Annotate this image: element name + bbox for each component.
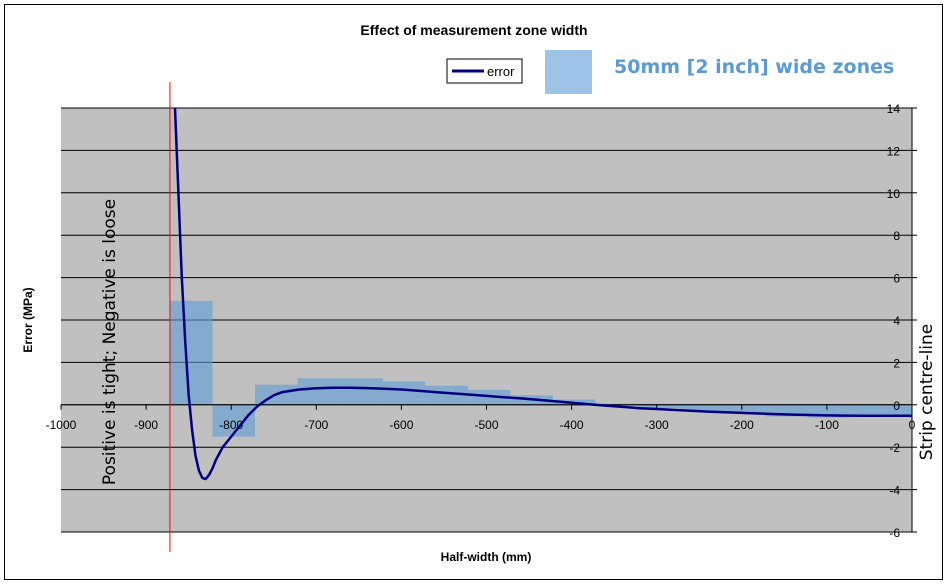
zone-bar-16 [850,404,894,417]
centre-line-note: Strip centre-line [917,324,937,461]
legend: error [446,58,523,84]
zone-bar-7 [467,389,511,405]
x-tick-labels: -1000 -900 -800 -700 -600 -500 -400 -300 -200 -10… [46,418,916,432]
legend-zones-label: 50mm [2 inch] wide zones [614,56,894,78]
zone-bar-1 [212,404,256,437]
x-tick-label--200: -200 [730,418,754,432]
zone-bar-13 [723,404,766,414]
chart-title: Effect of measurement zone width [360,22,587,38]
x-tick-label--100: -100 [815,418,839,432]
sign-convention-note: Positive is tight; Negative is loose [100,199,120,485]
axes [60,107,917,533]
x-tick-label--900: -900 [134,418,158,432]
x-tick-label--1000: -1000 [46,418,77,432]
zone-bar-10 [595,403,638,405]
y-tick-label-4: 4 [893,314,900,328]
y-axis-label: Error (MPa) [21,287,35,352]
zone-bars [169,300,912,437]
x-tick-label--500: -500 [474,418,498,432]
y-tick-label-12: 12 [887,144,901,158]
y-tick-label--4: -4 [889,484,900,498]
legend-error-label: error [487,64,515,79]
y-tick-label--6: -6 [889,526,900,540]
x-tick-label-0: 0 [909,418,916,432]
zone-bar-3 [297,378,341,405]
x-tick-label--600: -600 [389,418,413,432]
y-tick-label-6: 6 [893,272,900,286]
x-tick-label--400: -400 [560,418,584,432]
y-tick-labels: -6 -4 -2 0 2 4 6 8 10 12 14 [887,102,901,540]
zone-bar-11 [637,404,681,408]
zone-bar-5 [382,381,426,405]
y-tick-label-0: 0 [893,399,900,413]
zone-bar-4 [340,378,383,405]
zone-bar-17 [893,404,912,416]
zone-bar-12 [680,404,724,412]
zone-bar-0 [169,300,213,405]
y-tick-label-14: 14 [887,102,901,116]
y-tick-label--2: -2 [889,441,900,455]
y-tick-label-2: 2 [893,356,900,370]
zone-bar-14 [765,404,809,417]
zone-bar-6 [425,385,468,405]
x-tick-label--300: -300 [645,418,669,432]
series-line-error [173,107,912,481]
x-tick-label--700: -700 [304,418,328,432]
y-tick-label-8: 8 [893,229,900,243]
legend-zones-swatch [545,50,592,94]
y-tick-label-10: 10 [887,187,901,201]
x-axis-label: Half-width (mm) [441,550,532,564]
